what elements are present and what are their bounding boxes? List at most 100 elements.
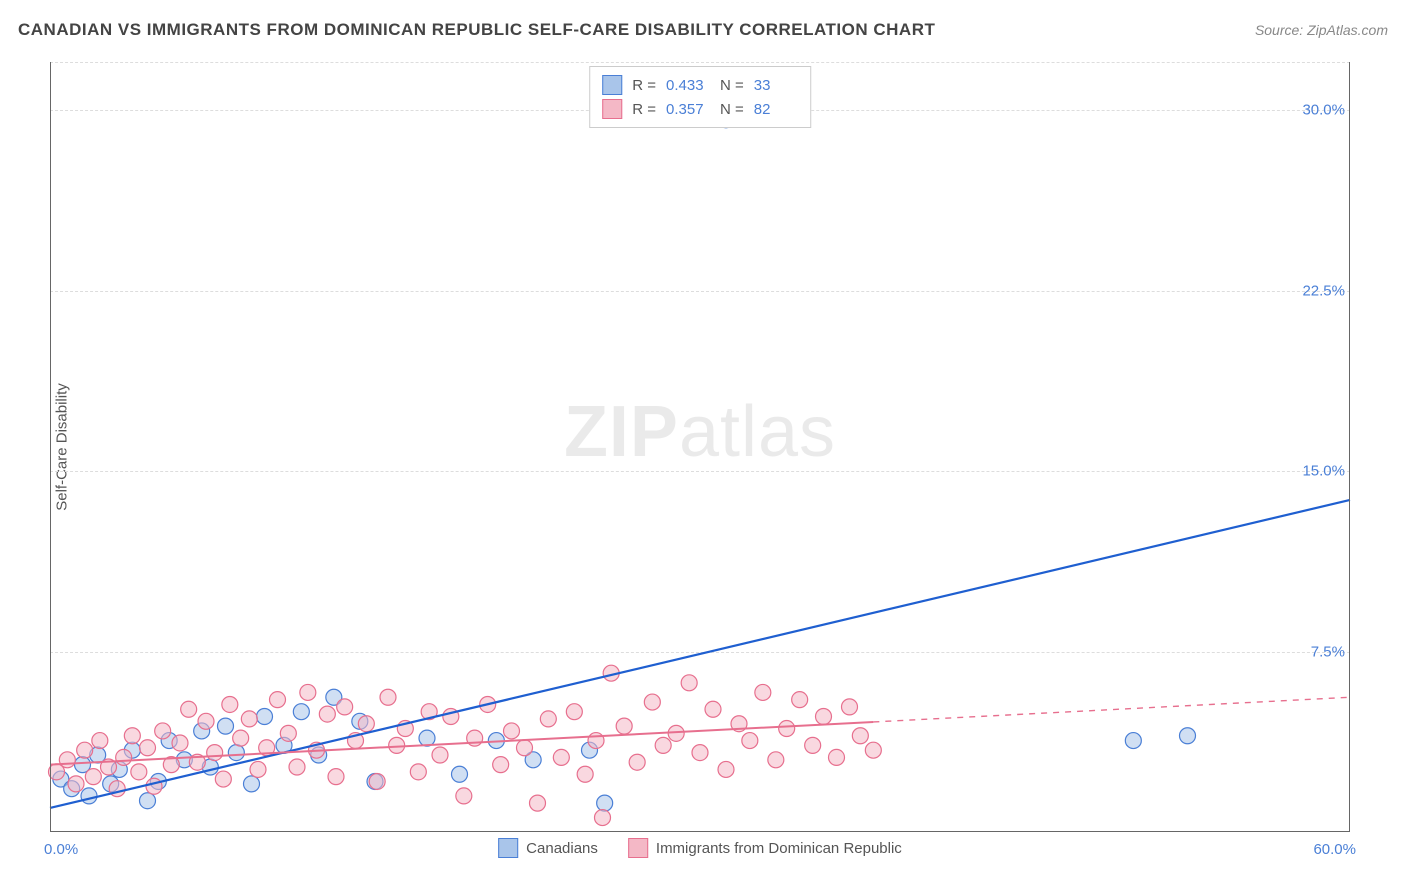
r-label: R =	[632, 77, 656, 94]
legend-label-dominican: Immigrants from Dominican Republic	[656, 840, 902, 857]
scatter-point-dominican	[742, 733, 758, 749]
swatch-canadians	[602, 75, 622, 95]
scatter-point-dominican	[553, 749, 569, 765]
scatter-point-dominican	[577, 766, 593, 782]
scatter-point-dominican	[241, 711, 257, 727]
scatter-point-canadians	[257, 709, 273, 725]
scatter-point-dominican	[655, 737, 671, 753]
scatter-point-canadians	[1180, 728, 1196, 744]
scatter-point-dominican	[181, 701, 197, 717]
scatter-point-dominican	[85, 769, 101, 785]
scatter-point-dominican	[328, 769, 344, 785]
scatter-point-canadians	[81, 788, 97, 804]
x-tick-label: 0.0%	[44, 841, 78, 858]
scatter-point-dominican	[300, 684, 316, 700]
scatter-point-dominican	[705, 701, 721, 717]
scatter-point-dominican	[131, 764, 147, 780]
scatter-point-canadians	[140, 793, 156, 809]
scatter-point-dominican	[207, 745, 223, 761]
y-tick-label: 15.0%	[1302, 463, 1345, 480]
legend-item-canadians: Canadians	[498, 838, 598, 858]
scatter-point-dominican	[59, 752, 75, 768]
scatter-point-dominican	[172, 735, 188, 751]
legend-row-dominican: R = 0.357 N = 82	[602, 97, 798, 121]
regression-line-canadians	[50, 500, 1350, 808]
scatter-point-canadians	[293, 704, 309, 720]
scatter-point-dominican	[358, 716, 374, 732]
scatter-point-dominican	[779, 721, 795, 737]
scatter-point-dominican	[681, 675, 697, 691]
swatch-dominican-bottom	[628, 838, 648, 858]
scatter-point-dominican	[68, 776, 84, 792]
scatter-point-dominican	[92, 733, 108, 749]
scatter-point-dominican	[432, 747, 448, 763]
r-label: R =	[632, 101, 656, 118]
r-value-dominican: 0.357	[666, 101, 710, 118]
legend-correlation: R = 0.433 N = 33 R = 0.357 N = 82	[589, 66, 811, 128]
n-value-canadians: 33	[754, 77, 798, 94]
n-value-dominican: 82	[754, 101, 798, 118]
scatter-point-dominican	[270, 692, 286, 708]
scatter-point-dominican	[456, 788, 472, 804]
scatter-svg	[50, 62, 1350, 832]
chart-header: CANADIAN VS IMMIGRANTS FROM DOMINICAN RE…	[18, 20, 1388, 40]
scatter-point-dominican	[222, 696, 238, 712]
scatter-point-dominican	[280, 725, 296, 741]
scatter-point-dominican	[644, 694, 660, 710]
y-axis-line	[50, 62, 51, 832]
scatter-point-dominican	[792, 692, 808, 708]
scatter-point-dominican	[250, 761, 266, 777]
swatch-dominican	[602, 99, 622, 119]
y-axis-line-right	[1349, 62, 1350, 832]
scatter-point-dominican	[380, 689, 396, 705]
scatter-point-dominican	[842, 699, 858, 715]
n-label: N =	[720, 101, 744, 118]
scatter-point-dominican	[768, 752, 784, 768]
x-axis-line	[50, 831, 1350, 832]
legend-row-canadians: R = 0.433 N = 33	[602, 73, 798, 97]
r-value-canadians: 0.433	[666, 77, 710, 94]
scatter-point-canadians	[218, 718, 234, 734]
scatter-point-dominican	[865, 742, 881, 758]
scatter-point-dominican	[629, 754, 645, 770]
scatter-point-dominican	[124, 728, 140, 744]
scatter-point-dominican	[540, 711, 556, 727]
legend-label-canadians: Canadians	[526, 840, 598, 857]
scatter-point-canadians	[1125, 733, 1141, 749]
chart-title: CANADIAN VS IMMIGRANTS FROM DOMINICAN RE…	[18, 20, 935, 40]
scatter-point-canadians	[452, 766, 468, 782]
y-tick-label: 7.5%	[1311, 643, 1345, 660]
legend-item-dominican: Immigrants from Dominican Republic	[628, 838, 902, 858]
scatter-point-dominican	[337, 699, 353, 715]
scatter-point-dominican	[233, 730, 249, 746]
y-tick-label: 30.0%	[1302, 102, 1345, 119]
scatter-point-dominican	[616, 718, 632, 734]
scatter-point-dominican	[140, 740, 156, 756]
legend-series: Canadians Immigrants from Dominican Repu…	[498, 838, 902, 858]
scatter-point-dominican	[595, 810, 611, 826]
scatter-point-dominican	[718, 761, 734, 777]
scatter-point-dominican	[116, 749, 132, 765]
scatter-point-dominican	[410, 764, 426, 780]
x-tick-label: 60.0%	[1313, 841, 1356, 858]
scatter-point-dominican	[816, 709, 832, 725]
scatter-point-dominican	[493, 757, 509, 773]
scatter-point-dominican	[755, 684, 771, 700]
scatter-point-dominican	[692, 745, 708, 761]
scatter-point-dominican	[517, 740, 533, 756]
swatch-canadians-bottom	[498, 838, 518, 858]
scatter-point-dominican	[77, 742, 93, 758]
scatter-point-dominican	[588, 733, 604, 749]
scatter-point-dominican	[852, 728, 868, 744]
regression-line-extrapolated-dominican	[873, 697, 1350, 722]
scatter-point-dominican	[198, 713, 214, 729]
plot-area: Self-Care Disability ZIPatlas 7.5%15.0%2…	[50, 62, 1350, 832]
scatter-point-dominican	[805, 737, 821, 753]
scatter-point-canadians	[244, 776, 260, 792]
scatter-point-dominican	[319, 706, 335, 722]
scatter-point-dominican	[566, 704, 582, 720]
n-label: N =	[720, 77, 744, 94]
scatter-point-dominican	[369, 773, 385, 789]
scatter-point-dominican	[504, 723, 520, 739]
chart-source: Source: ZipAtlas.com	[1255, 22, 1388, 38]
